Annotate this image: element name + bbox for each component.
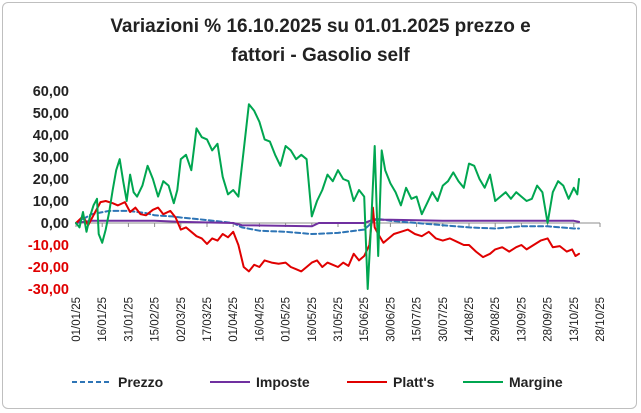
y-tick-label: 0,00 xyxy=(41,216,69,232)
chart-frame xyxy=(2,2,637,409)
x-tick-label: 31/05/25 xyxy=(333,297,345,342)
x-tick-label: 31/01/25 xyxy=(123,297,135,342)
x-tick-label: 01/01/25 xyxy=(71,297,83,342)
x-tick-label: 29/08/25 xyxy=(490,297,502,342)
x-tick-label: 15/07/25 xyxy=(412,297,424,342)
x-tick-label: 14/08/25 xyxy=(464,297,476,342)
x-tick-label: 13/09/25 xyxy=(516,297,528,342)
legend-label: Prezzo xyxy=(118,374,163,390)
x-tick-label: 15/06/25 xyxy=(359,297,371,342)
x-tick-label: 13/10/25 xyxy=(569,297,581,342)
chart-title-line-2: fattori - Gasolio self xyxy=(231,45,410,66)
y-tick-label: 30,00 xyxy=(33,150,69,166)
x-tick-label: 15/02/25 xyxy=(150,297,162,342)
chart-title: Variazioni % 16.10.2025 su 01.01.2025 pr… xyxy=(0,12,641,70)
x-tick-label: 16/01/25 xyxy=(97,297,109,342)
series-line-margine xyxy=(75,103,580,290)
y-tick-label: 40,00 xyxy=(33,128,69,144)
y-tick-label: 60,00 xyxy=(33,84,69,100)
chart-title-line-1: Variazioni % 16.10.2025 su 01.01.2025 pr… xyxy=(110,16,531,37)
x-tick-label: 01/04/25 xyxy=(228,297,240,342)
x-tick-label: 16/05/25 xyxy=(307,297,319,342)
y-tick-label: -30,00 xyxy=(28,282,69,298)
x-tick-label: 28/10/25 xyxy=(595,297,607,342)
x-tick-label: 01/05/25 xyxy=(281,297,293,342)
y-tick-label: 20,00 xyxy=(33,172,69,188)
y-tick-label: 50,00 xyxy=(33,106,69,122)
legend-label: Margine xyxy=(509,374,563,390)
y-tick-label: -20,00 xyxy=(28,260,69,276)
legend: Prezzo Imposte Platt's Margine xyxy=(72,374,563,390)
legend-label: Imposte xyxy=(256,374,310,390)
x-tick-label: 30/06/25 xyxy=(385,297,397,342)
x-tick-label: 02/03/25 xyxy=(176,297,188,342)
legend-label: Platt's xyxy=(393,374,435,390)
series-lines xyxy=(75,103,580,290)
x-tick-label: 30/07/25 xyxy=(438,297,450,342)
x-tick-label: 16/04/25 xyxy=(254,297,266,342)
y-tick-label: -10,00 xyxy=(28,238,69,254)
series-line-platts xyxy=(75,200,580,273)
x-tick-label: 28/09/25 xyxy=(543,297,555,342)
y-tick-label: 10,00 xyxy=(33,194,69,210)
series-line-imposte xyxy=(75,218,580,228)
axes: 60,00 50,00 40,00 30,00 20,00 10,00 0,00 -10,00… xyxy=(28,84,607,342)
x-tick-label: 17/03/25 xyxy=(202,297,214,342)
